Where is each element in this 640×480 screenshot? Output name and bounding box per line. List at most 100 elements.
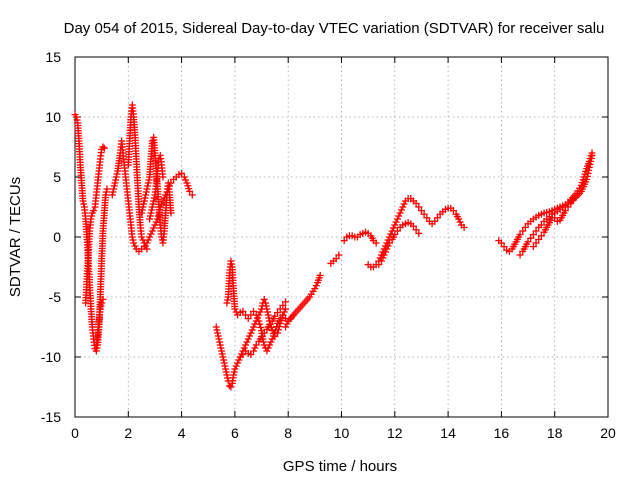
data-point: [159, 173, 167, 181]
data-point: [264, 311, 272, 319]
data-point: [262, 302, 270, 310]
data-point: [150, 197, 158, 205]
data-point: [279, 311, 287, 319]
data-point: [262, 299, 270, 307]
data-point: [391, 221, 399, 229]
data-point: [92, 347, 100, 355]
data-point: [271, 329, 279, 337]
data-point: [389, 224, 397, 232]
data-point: [93, 344, 101, 352]
data-point: [222, 368, 230, 376]
data-point: [415, 229, 423, 237]
x-tick-label: 6: [231, 425, 239, 441]
x-tick-label: 12: [387, 425, 403, 441]
data-point: [216, 338, 224, 346]
data-point: [332, 255, 340, 263]
data-point: [150, 194, 158, 202]
data-point: [412, 199, 420, 207]
y-tick-label: 10: [45, 109, 61, 125]
data-point: [423, 214, 431, 222]
data-point: [270, 332, 278, 340]
data-point: [280, 308, 288, 316]
data-point: [234, 359, 242, 367]
data-point: [379, 254, 387, 262]
data-point: [223, 371, 231, 379]
data-point: [497, 239, 505, 247]
data-point: [532, 227, 540, 235]
data-point: [243, 338, 251, 346]
data-point: [111, 179, 119, 187]
data-point: [585, 166, 593, 174]
data-point: [393, 215, 401, 223]
data-point: [335, 251, 343, 259]
data-point: [584, 169, 592, 177]
data-point: [252, 341, 260, 349]
data-point: [103, 185, 111, 193]
data-point: [311, 285, 319, 293]
data-point: [218, 347, 226, 355]
data-point: [130, 239, 138, 247]
data-point: [139, 203, 147, 211]
data-point: [372, 239, 380, 247]
data-point: [112, 176, 120, 184]
data-point: [551, 214, 559, 222]
data-point: [250, 323, 258, 331]
data-points: [71, 101, 596, 391]
data-point: [80, 200, 88, 208]
data-point: [244, 315, 252, 323]
data-point: [178, 169, 186, 177]
data-point: [131, 242, 139, 250]
data-point: [455, 215, 463, 223]
data-point: [246, 332, 254, 340]
data-point: [148, 206, 156, 214]
data-point: [268, 335, 276, 343]
data-point: [396, 209, 404, 217]
data-point: [146, 233, 154, 241]
data-point: [227, 257, 235, 265]
data-point: [250, 307, 258, 315]
data-point: [433, 214, 441, 222]
data-point: [585, 163, 593, 171]
data-point: [412, 226, 420, 234]
y-tick-label: -5: [49, 289, 62, 305]
x-tick-label: 14: [440, 425, 456, 441]
data-point: [239, 307, 247, 315]
data-point: [564, 203, 572, 211]
data-point: [527, 234, 535, 242]
data-point: [524, 238, 532, 246]
data-point: [239, 351, 247, 359]
data-point: [391, 231, 399, 239]
data-point: [110, 185, 118, 193]
data-point: [250, 347, 258, 355]
data-point: [569, 195, 577, 203]
data-point: [537, 221, 545, 229]
data-point: [532, 239, 540, 247]
data-point: [141, 194, 149, 202]
data-point: [146, 215, 154, 223]
data-point: [316, 271, 324, 279]
data-point: [395, 212, 403, 220]
data-point: [267, 338, 275, 346]
data-point: [248, 326, 256, 334]
data-point: [143, 245, 151, 253]
data-point: [235, 356, 243, 364]
data-point: [228, 260, 236, 268]
data-point: [263, 305, 271, 313]
data-point: [223, 299, 231, 307]
y-tick-label: 15: [45, 49, 61, 65]
data-point: [271, 312, 279, 320]
data-point: [282, 298, 290, 306]
data-point: [535, 235, 543, 243]
data-point: [232, 362, 240, 370]
x-tick-label: 18: [547, 425, 563, 441]
data-point: [255, 317, 263, 325]
x-tick-label: 0: [71, 425, 79, 441]
data-point: [142, 242, 150, 250]
data-point: [217, 344, 225, 352]
data-point: [561, 207, 569, 215]
data-point: [108, 191, 116, 199]
data-point: [145, 176, 153, 184]
data-point: [167, 209, 175, 217]
data-point: [113, 170, 121, 178]
data-point: [240, 344, 248, 352]
